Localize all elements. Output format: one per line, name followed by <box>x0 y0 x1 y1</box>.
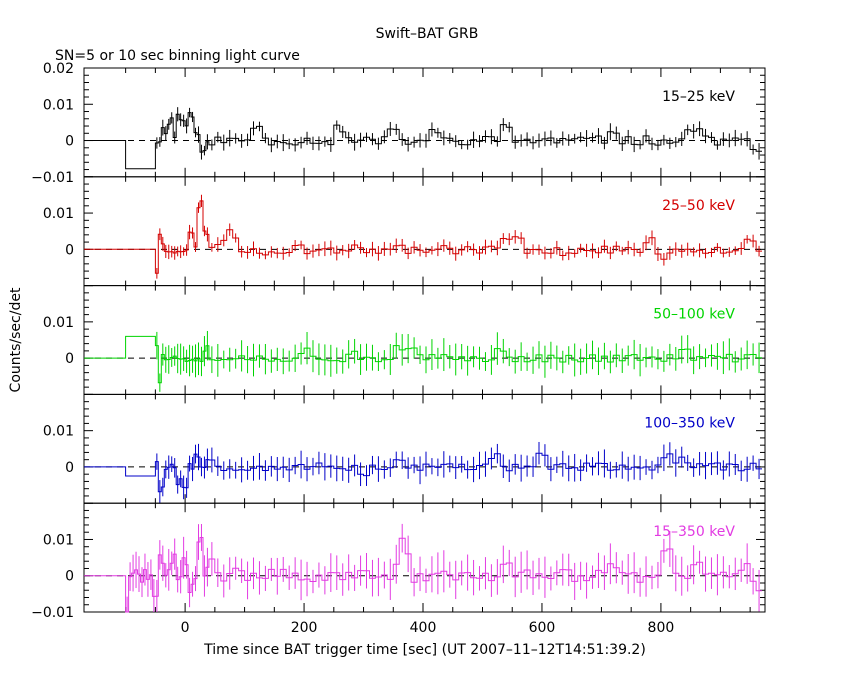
light-curve-panel: 0.01 0 25–50 keV <box>43 176 766 287</box>
band-label: 15–350 keV <box>653 524 735 540</box>
panel-frame <box>83 502 766 613</box>
light-curve-panel: 0.01 0 50–100 keV <box>43 285 766 395</box>
x-tick-label: 800 <box>648 620 675 636</box>
panel-frame <box>83 285 766 395</box>
y-tick-label: 0.01 <box>43 424 74 440</box>
y-tick-label: 0.02 <box>43 61 74 77</box>
y-tick-label: 0 <box>65 569 74 585</box>
band-label: 25–50 keV <box>662 198 735 214</box>
band-label: 50–100 keV <box>653 307 735 323</box>
y-tick-label: 0.01 <box>43 315 74 331</box>
y-tick-label: 0 <box>65 351 74 367</box>
x-axis-label: Time since BAT trigger time [sec] (UT 20… <box>203 642 646 658</box>
y-tick-label: 0 <box>65 134 74 150</box>
y-tick-label: 0 <box>65 460 74 476</box>
light-curve-line <box>84 200 762 274</box>
y-tick-label: −0.01 <box>31 170 74 186</box>
y-tick-label: 0.01 <box>43 206 74 222</box>
light-curve-line <box>84 335 762 384</box>
chart-subtitle: SN=5 or 10 sec binning light curve <box>55 48 300 64</box>
panel-frame <box>83 176 766 287</box>
y-tick-label: 0.01 <box>43 97 74 113</box>
light-curve-panel: 0.01 0 100–350 keV <box>43 393 766 504</box>
x-tick-label: 400 <box>410 620 437 636</box>
y-tick-label: 0.01 <box>43 532 74 548</box>
y-tick-label: −0.01 <box>31 605 74 621</box>
y-tick-label: 0 <box>65 242 74 258</box>
band-label: 100–350 keV <box>644 415 735 431</box>
light-curve-line <box>84 537 762 613</box>
light-curve-panel: 0.01 0 −0.01 0 200 400 600 800 15–350 keV <box>31 502 766 636</box>
light-curve-line <box>84 452 762 493</box>
y-axis-label: Counts/sec/det <box>8 287 24 392</box>
x-tick-label: 600 <box>529 620 556 636</box>
light-curve-panel: 0.02 0.01 0 −0.01 15–25 keV <box>31 61 766 186</box>
chart-title: Swift–BAT GRB <box>376 26 479 42</box>
x-tick-label: 0 <box>181 620 190 636</box>
band-label: 15–25 keV <box>662 89 735 105</box>
x-tick-label: 200 <box>291 620 318 636</box>
